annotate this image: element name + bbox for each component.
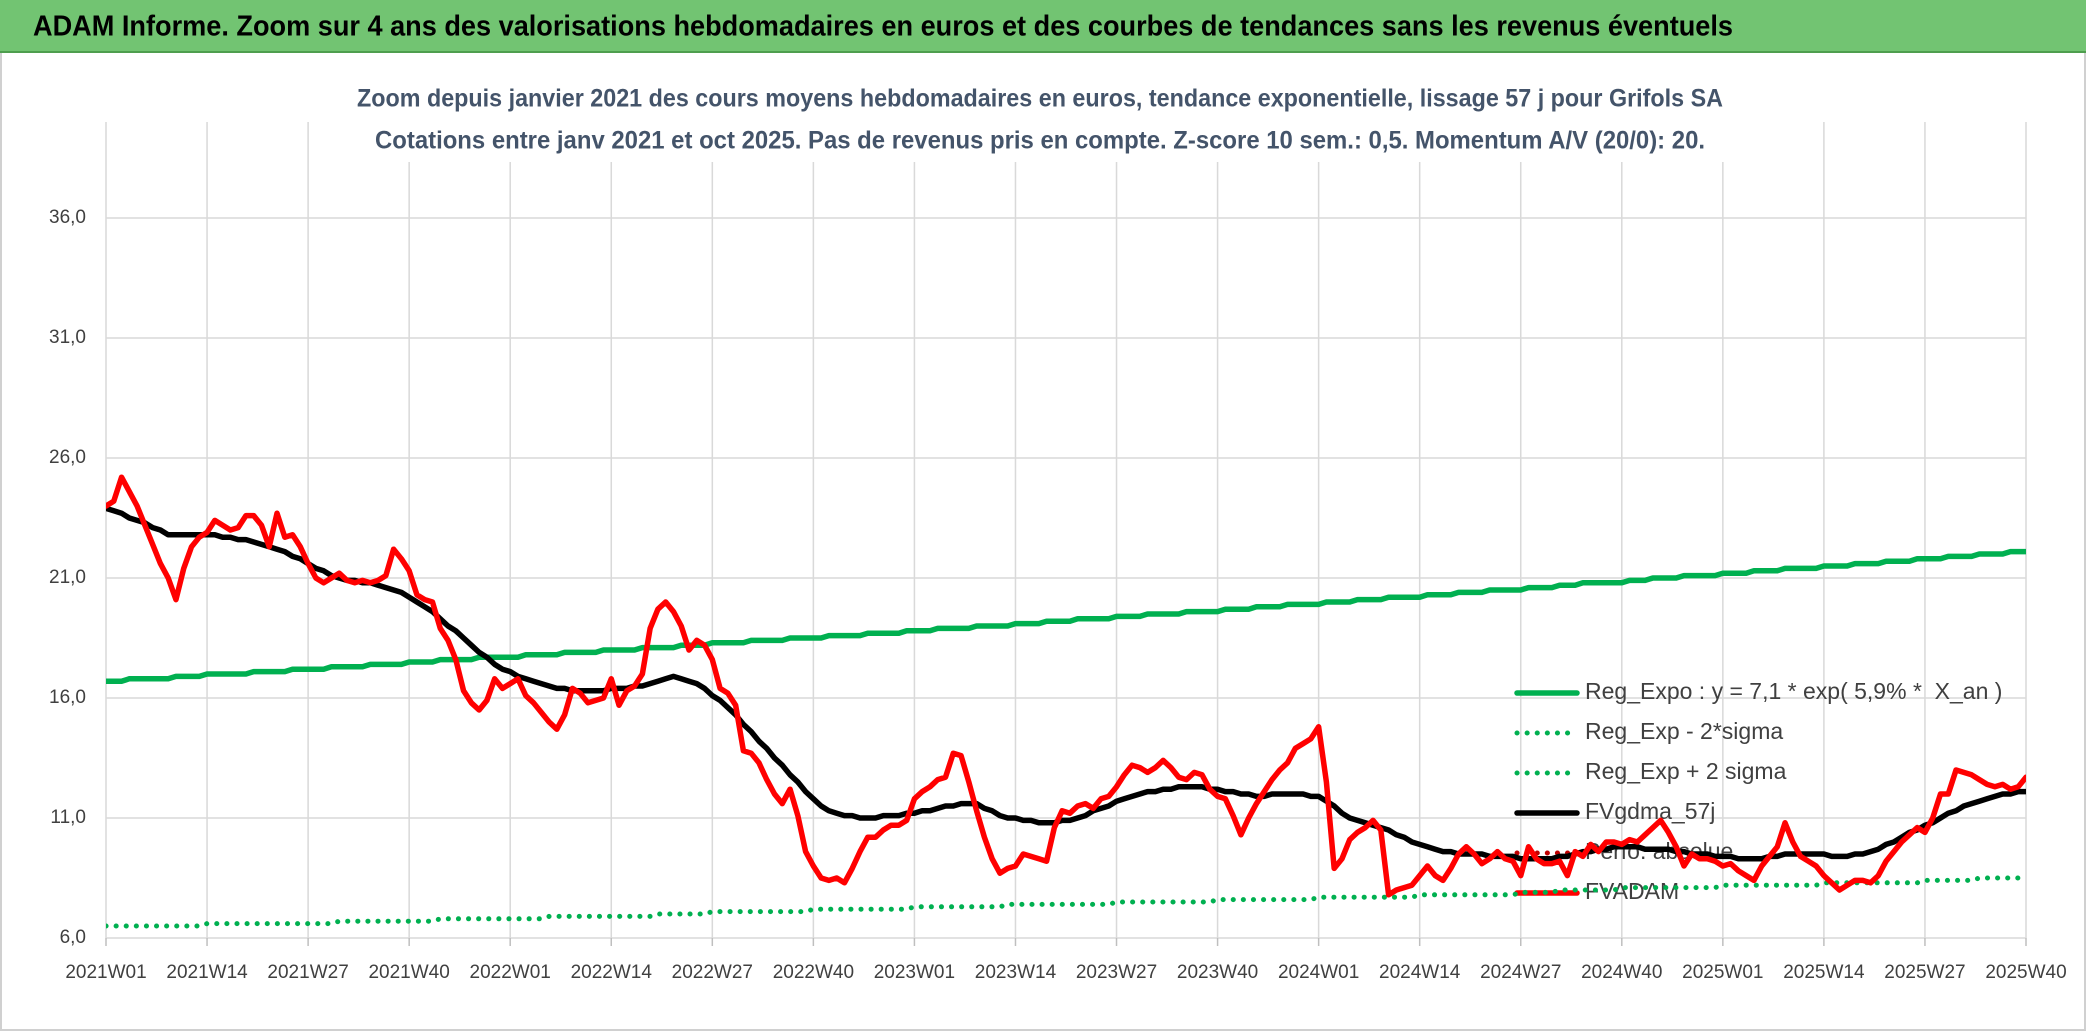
y-tick-label: 31,0: [49, 327, 86, 348]
x-tick-label: 2023W01: [874, 962, 955, 983]
x-tick-label: 2021W40: [368, 962, 449, 983]
chart-subtitle: Zoom depuis janvier 2021 des cours moyen…: [357, 85, 1723, 113]
x-tick-label: 2025W27: [1884, 962, 1965, 983]
series-line: [106, 548, 2026, 684]
x-tick-label: 2022W14: [571, 962, 653, 983]
legend-label: FVgdma_57j: [1585, 798, 1715, 824]
header-bar: [0, 0, 2086, 53]
grid: 6,0 11,0 16,0 21,0 26,0 31,0 36,0 2021W01 2021W1…: [49, 122, 2067, 983]
series-line: [106, 505, 2026, 862]
y-tick-label: 11,0: [50, 807, 86, 828]
x-tick-label: 2024W27: [1480, 962, 1561, 983]
chart-subtitle: Cotations entre janv 2021 et oct 2025. P…: [375, 127, 1705, 155]
header-border: [0, 51, 2086, 53]
legend-label: FVADAM: [1585, 878, 1679, 904]
x-tick-label: 2021W27: [267, 962, 348, 983]
x-tick-label: 2021W01: [65, 962, 146, 983]
legend-label: Reg_Expo : y = 7,1 * exp( 5,9% * X_an ): [1585, 678, 2002, 704]
legend-label: Reg_Exp + 2 sigma: [1585, 758, 1787, 784]
x-tick-label: 2021W14: [166, 962, 248, 983]
x-tick-label: 2024W40: [1581, 962, 1662, 983]
x-tick-label: 2025W40: [1985, 962, 2066, 983]
series-line: [106, 875, 2026, 929]
subtitle-background: [350, 80, 1735, 162]
x-tick-label: 2022W27: [672, 962, 753, 983]
legend-label: Reg_Exp - 2*sigma: [1585, 718, 1783, 744]
y-tick-label: 6,0: [60, 927, 86, 948]
y-tick-label: 26,0: [49, 447, 86, 468]
x-tick-label: 2022W01: [470, 962, 551, 983]
series-line: [106, 474, 2026, 898]
legend: Reg_Expo : y = 7,1 * exp( 5,9% * X_an ) R…: [1514, 678, 2002, 904]
page-title: ADAM Informe. Zoom sur 4 ans des valoris…: [33, 11, 1733, 43]
x-tick-label: 2025W01: [1682, 962, 1763, 983]
x-tick-label: 2022W40: [773, 962, 854, 983]
x-tick-label: 2024W14: [1379, 962, 1461, 983]
x-tick-label: 2023W40: [1177, 962, 1258, 983]
y-tick-label: 36,0: [49, 207, 86, 228]
y-tick-label: 16,0: [49, 687, 86, 708]
x-tick-label: 2024W01: [1278, 962, 1359, 983]
y-tick-label: 21,0: [49, 567, 86, 588]
plot-area: [106, 474, 2026, 929]
x-tick-label: 2025W14: [1783, 962, 1865, 983]
x-tick-label: 2023W27: [1076, 962, 1157, 983]
x-tick-label: 2023W14: [975, 962, 1057, 983]
